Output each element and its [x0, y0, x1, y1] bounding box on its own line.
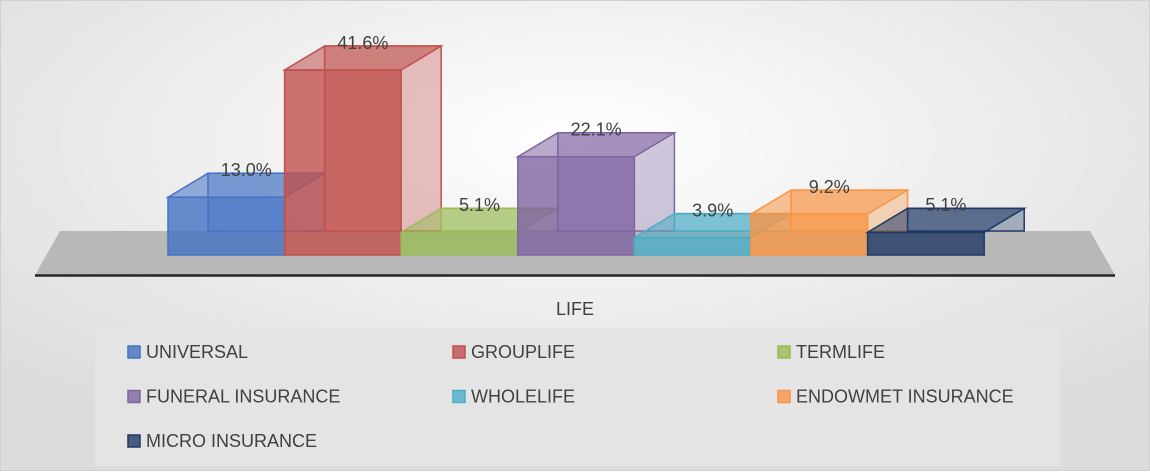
bar: [167, 196, 286, 256]
bar: [283, 69, 402, 256]
legend: [95, 328, 1060, 466]
bar: [866, 231, 985, 256]
bar: [633, 236, 752, 256]
data-label: 3.9%: [692, 200, 733, 220]
legend-swatch: [777, 389, 791, 404]
data-label: 13.0%: [221, 160, 272, 180]
legend-swatch: [452, 345, 466, 359]
legend-label: WHOLELIFE: [471, 386, 575, 406]
legend-swatch: [127, 345, 141, 359]
legend-swatch: [127, 389, 141, 404]
data-label: 5.1%: [925, 195, 966, 215]
data-label: 5.1%: [459, 195, 500, 215]
legend-swatch: [127, 434, 141, 448]
legend-label: GROUPLIFE: [471, 342, 575, 362]
bar: [750, 213, 869, 256]
category-label: LIFE: [556, 299, 594, 319]
data-label: 22.1%: [571, 119, 622, 139]
legend-label: UNIVERSAL: [146, 342, 248, 362]
legend-swatch: [452, 389, 466, 404]
legend-swatch: [777, 345, 791, 359]
legend-label: ENDOWMET INSURANCE: [796, 386, 1014, 406]
data-label: 9.2%: [809, 177, 850, 197]
legend-label: TERMLIFE: [796, 342, 885, 362]
legend-label: FUNERAL INSURANCE: [146, 386, 340, 406]
legend-label: MICRO INSURANCE: [146, 431, 317, 451]
data-label: 41.6%: [337, 33, 388, 53]
bar: [400, 231, 519, 256]
bar: [517, 155, 636, 256]
